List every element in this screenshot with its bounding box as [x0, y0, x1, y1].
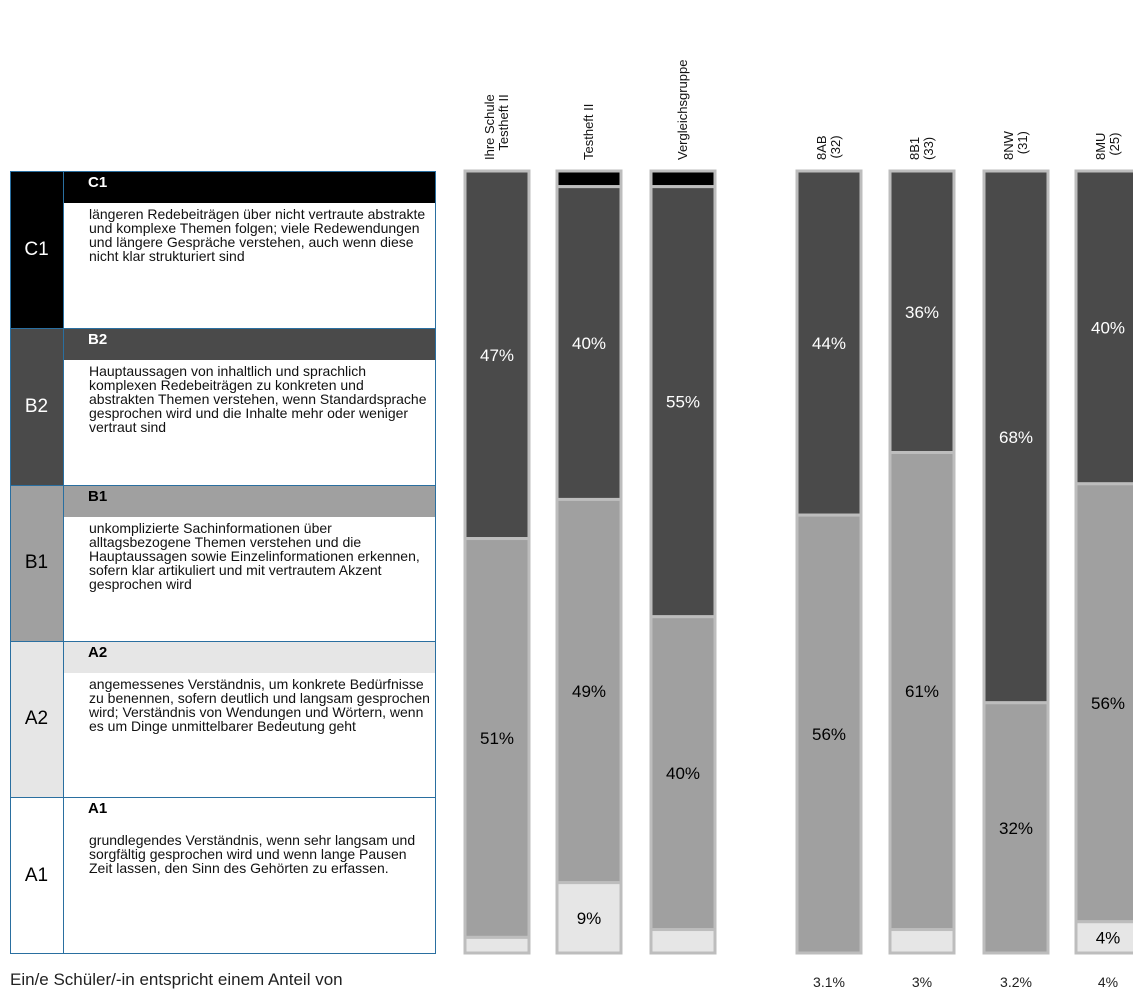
- per-student-share: 3.2%: [981, 974, 1051, 990]
- bar-value-label: 68%: [999, 428, 1033, 447]
- bar-value-label: 32%: [999, 819, 1033, 838]
- bar-value-label: 49%: [572, 682, 606, 701]
- per-student-share: 3.1%: [794, 974, 864, 990]
- bar-segment-a2: [465, 937, 529, 953]
- bar-value-label: 4%: [1096, 928, 1121, 947]
- bar-segment-a2: [651, 930, 715, 953]
- per-student-share: 4%: [1073, 974, 1133, 990]
- bar-segment-a2: [890, 930, 954, 953]
- bar-value-label: 44%: [812, 334, 846, 353]
- bar-value-label: 36%: [905, 303, 939, 322]
- bar-value-label: 47%: [480, 346, 514, 365]
- bar-value-label: 61%: [905, 682, 939, 701]
- per-student-share: 3%: [887, 974, 957, 990]
- bar-value-label: 40%: [572, 334, 606, 353]
- footnote: Ein/e Schüler/-in entspricht einem Antei…: [10, 970, 343, 990]
- bar-segment-c1: [557, 171, 621, 187]
- bar-value-label: 40%: [666, 764, 700, 783]
- bar-value-label: 9%: [577, 909, 602, 928]
- bar-value-label: 51%: [480, 729, 514, 748]
- bar-value-label: 40%: [1091, 318, 1125, 337]
- bar-value-label: 55%: [666, 393, 700, 412]
- bar-segment-c1: [651, 171, 715, 187]
- bar-value-label: 56%: [812, 725, 846, 744]
- bar-value-label: 56%: [1091, 694, 1125, 713]
